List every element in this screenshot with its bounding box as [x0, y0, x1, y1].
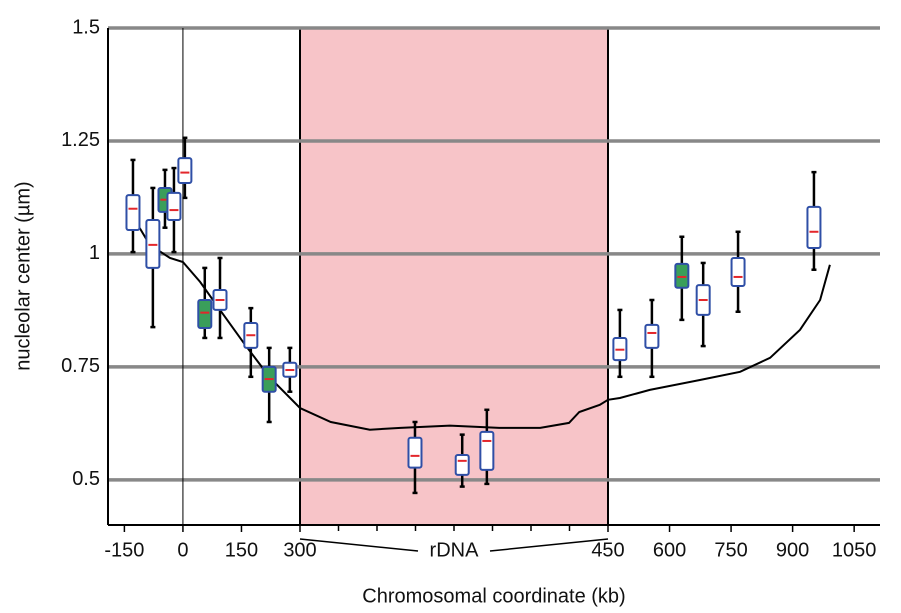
x-tick-label: 150: [225, 539, 258, 561]
y-axis-label: nucleolar center (µm): [12, 181, 34, 370]
x-tick-label: 300: [283, 539, 316, 561]
x-tick-label: 900: [776, 539, 809, 561]
y-tick-label: 0.5: [72, 468, 100, 490]
break-region: [300, 28, 608, 525]
x-tick-label: 1050: [832, 539, 877, 561]
box: [806, 205, 822, 250]
x-tick-label: 750: [714, 539, 747, 561]
y-tick-label: 0.75: [61, 355, 100, 377]
box: [166, 191, 182, 222]
x-tick-label: -150: [104, 539, 144, 561]
box: [479, 430, 495, 471]
box: [407, 436, 423, 469]
break-connector: [489, 538, 609, 552]
box: [177, 157, 193, 184]
box: [644, 323, 660, 349]
box: [454, 453, 470, 476]
x-tick-label: 0: [177, 539, 188, 561]
break-label: rDNA: [430, 539, 480, 561]
break-connector: [299, 538, 419, 552]
x-axis-label: Chromosomal coordinate (kb): [362, 585, 625, 607]
y-tick-label: 1.25: [61, 129, 100, 151]
box: [125, 194, 141, 231]
y-tick-label: 1.5: [72, 16, 100, 38]
box: [730, 256, 746, 287]
box: [197, 298, 213, 330]
box: [674, 262, 690, 289]
trend-curve: [134, 219, 831, 431]
x-tick-label: 450: [591, 539, 624, 561]
x-tick-label: 600: [653, 539, 686, 561]
y-tick-label: 1: [89, 242, 100, 264]
